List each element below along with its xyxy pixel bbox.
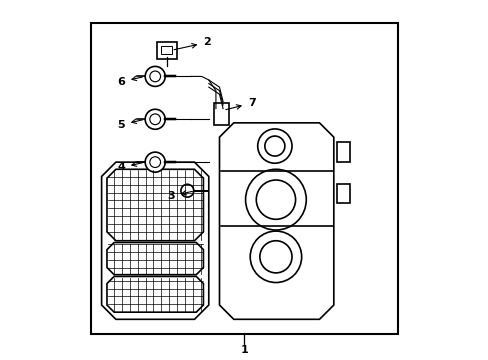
- Circle shape: [256, 180, 295, 219]
- Circle shape: [145, 66, 165, 86]
- FancyBboxPatch shape: [337, 143, 349, 162]
- Circle shape: [264, 136, 285, 156]
- Text: 6: 6: [117, 76, 142, 87]
- FancyBboxPatch shape: [337, 184, 349, 203]
- FancyBboxPatch shape: [161, 46, 172, 54]
- Circle shape: [250, 231, 301, 283]
- Text: 2: 2: [174, 37, 210, 50]
- PathPatch shape: [107, 243, 203, 275]
- PathPatch shape: [107, 276, 203, 312]
- Circle shape: [145, 109, 165, 129]
- Text: 7: 7: [225, 98, 255, 110]
- Circle shape: [181, 184, 193, 197]
- Circle shape: [259, 241, 291, 273]
- Circle shape: [149, 157, 160, 167]
- FancyBboxPatch shape: [157, 42, 176, 59]
- Circle shape: [257, 129, 291, 163]
- Text: 1: 1: [240, 345, 248, 355]
- Circle shape: [149, 71, 160, 82]
- PathPatch shape: [219, 123, 333, 319]
- Circle shape: [145, 152, 165, 172]
- PathPatch shape: [107, 169, 203, 241]
- Circle shape: [149, 114, 160, 125]
- Text: 3: 3: [167, 190, 192, 201]
- Text: 5: 5: [117, 119, 142, 130]
- FancyBboxPatch shape: [213, 103, 228, 125]
- Circle shape: [245, 169, 305, 230]
- PathPatch shape: [102, 162, 208, 319]
- Text: 4: 4: [117, 162, 142, 172]
